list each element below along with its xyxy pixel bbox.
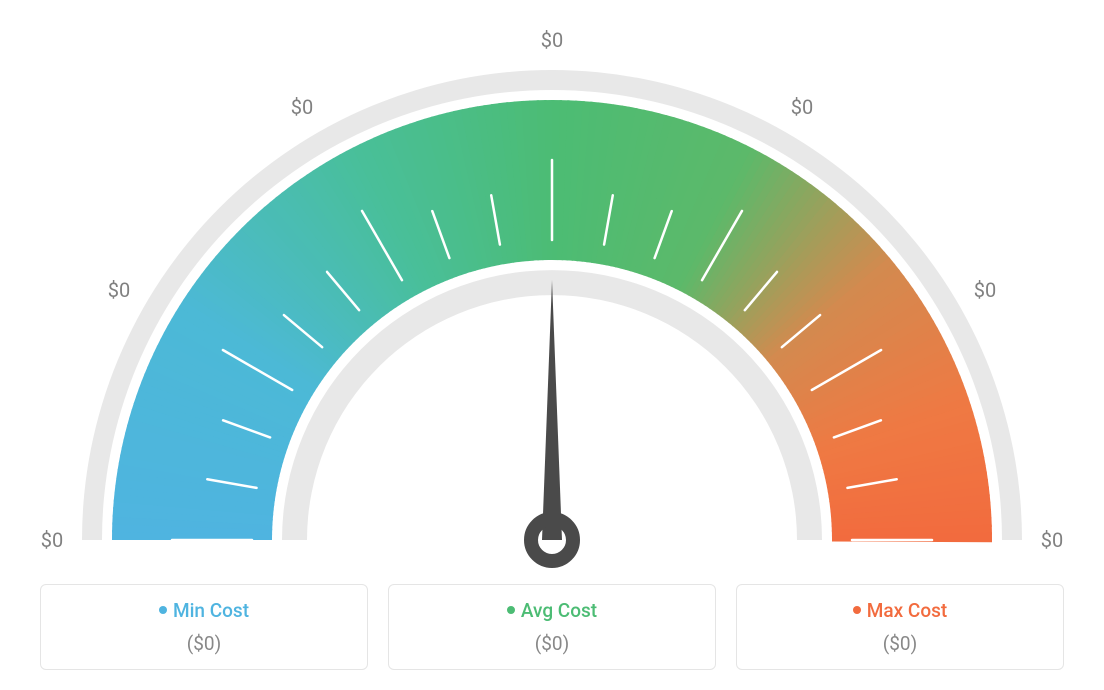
gauge-scale-label: $0: [541, 28, 563, 52]
gauge-chart: $0 $0 $0 $0 $0 $0 $0: [0, 0, 1104, 560]
gauge-scale-label: $0: [791, 95, 813, 119]
gauge-scale-label: $0: [1041, 528, 1063, 552]
legend-value-min: ($0): [51, 632, 357, 655]
gauge-scale-label: $0: [108, 278, 130, 302]
legend-value-max: ($0): [747, 632, 1053, 655]
gauge-scale-label: $0: [41, 528, 63, 552]
legend-dot-max: [853, 606, 861, 614]
gauge-svg: [0, 20, 1104, 580]
legend-label-min: Min Cost: [173, 599, 249, 622]
gauge-scale-label: $0: [291, 95, 313, 119]
legend-box-max: Max Cost ($0): [736, 584, 1064, 670]
legend-title-max: Max Cost: [747, 599, 1053, 622]
legend-label-avg: Avg Cost: [521, 599, 597, 622]
legend-row: Min Cost ($0) Avg Cost ($0) Max Cost ($0…: [0, 584, 1104, 670]
legend-box-min: Min Cost ($0): [40, 584, 368, 670]
gauge-scale-label: $0: [974, 278, 996, 302]
legend-title-avg: Avg Cost: [399, 599, 705, 622]
legend-value-avg: ($0): [399, 632, 705, 655]
legend-label-max: Max Cost: [867, 599, 947, 622]
legend-dot-min: [159, 606, 167, 614]
legend-box-avg: Avg Cost ($0): [388, 584, 716, 670]
legend-dot-avg: [507, 606, 515, 614]
legend-title-min: Min Cost: [51, 599, 357, 622]
